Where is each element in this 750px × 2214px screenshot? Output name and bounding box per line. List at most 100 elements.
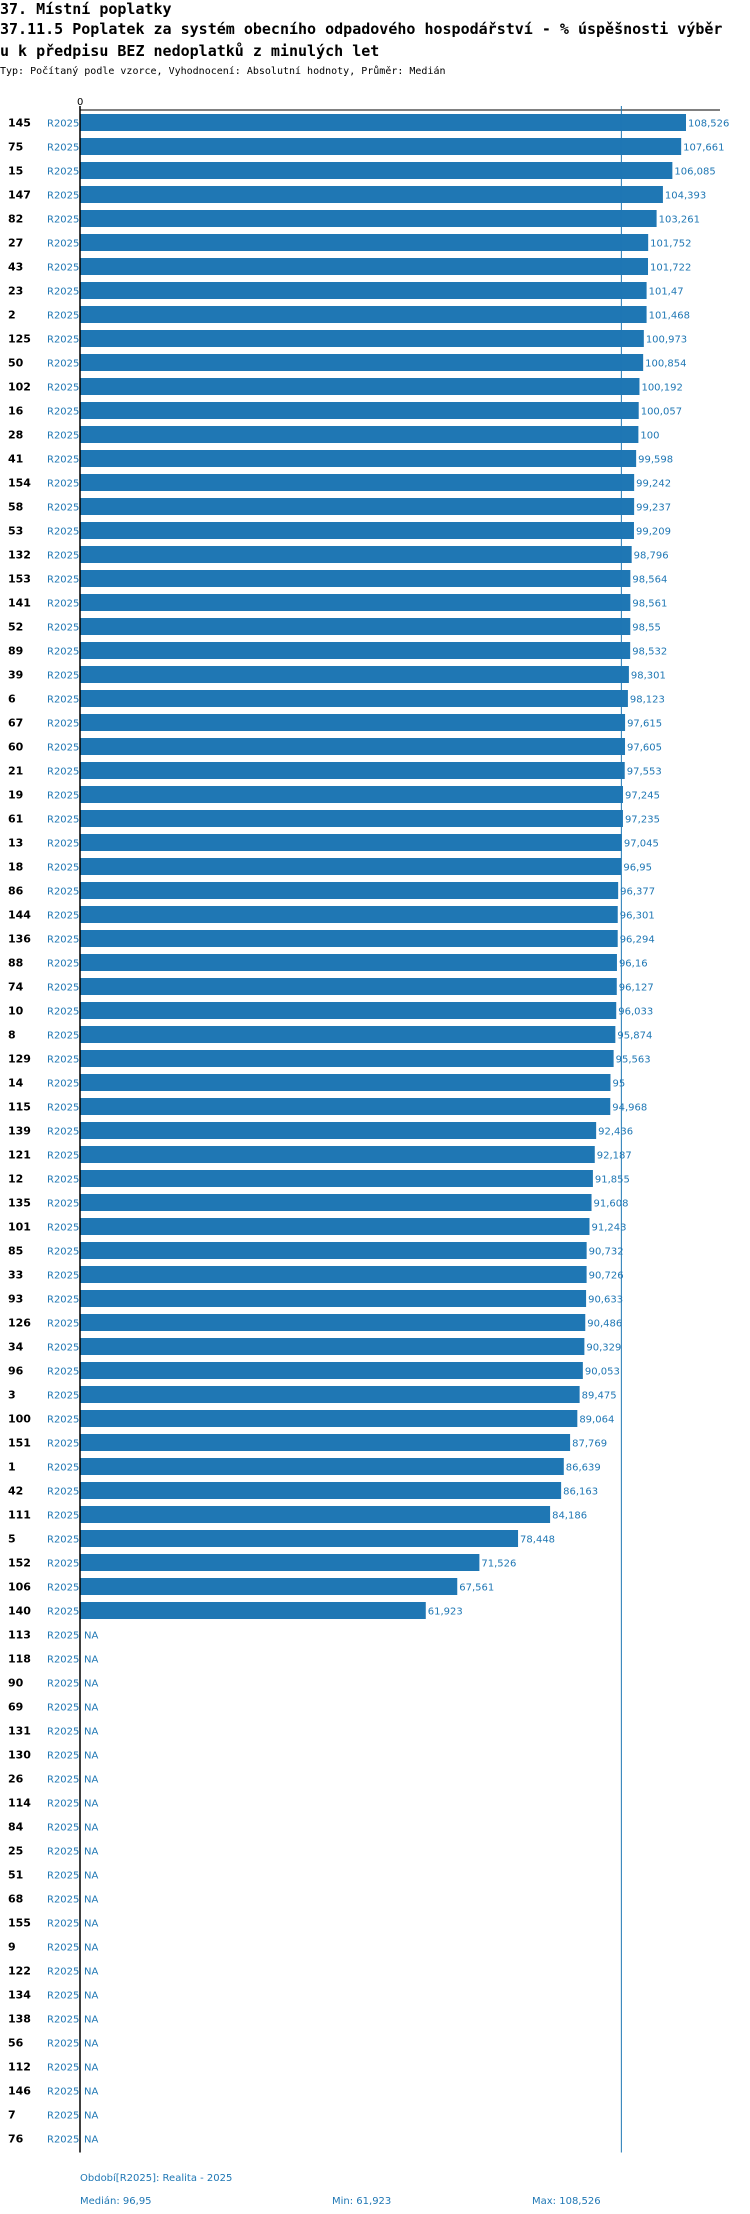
bar	[80, 258, 649, 275]
row-id-label: 125	[8, 333, 31, 346]
bar-value-label: 101,722	[650, 263, 691, 274]
row-period-label: R2025	[47, 575, 79, 586]
row-id-label: 26	[8, 1773, 24, 1786]
bar	[80, 282, 647, 299]
row-period-label: R2025	[47, 767, 79, 778]
bar	[80, 186, 663, 203]
bar	[80, 786, 624, 803]
bar-value-label: 86,639	[566, 1463, 601, 1474]
row-period-label: R2025	[47, 1535, 79, 1546]
bar-value-label: 92,436	[598, 1127, 633, 1138]
row-id-label: 68	[8, 1893, 23, 1906]
bar-value-label: 94,968	[612, 1103, 647, 1114]
row-id-label: 102	[8, 381, 31, 394]
bar-value-label: 98,564	[632, 575, 667, 586]
row-period-label: R2025	[47, 1031, 79, 1042]
bar-na-label: NA	[84, 1799, 98, 1810]
row-id-label: 114	[8, 1797, 31, 1810]
row-id-label: 41	[8, 453, 23, 466]
row-period-label: R2025	[47, 2135, 79, 2146]
bar	[80, 762, 625, 779]
row-id-label: 84	[8, 1821, 24, 1834]
row-id-label: 43	[8, 261, 23, 274]
bar-na-label: NA	[84, 1751, 98, 1762]
row-period-label: R2025	[47, 1367, 79, 1378]
bar	[80, 906, 618, 923]
row-id-label: 53	[8, 525, 23, 538]
row-id-label: 130	[8, 1749, 31, 1762]
row-period-label: R2025	[47, 935, 79, 946]
row-id-label: 34	[8, 1341, 24, 1354]
bar-value-label: 98,55	[632, 623, 661, 634]
bar-value-label: 87,769	[572, 1439, 607, 1450]
row-id-label: 152	[8, 1557, 31, 1570]
bar-value-label: 90,726	[589, 1271, 624, 1282]
row-id-label: 115	[8, 1101, 31, 1114]
row-id-label: 76	[8, 2133, 24, 2146]
bar-value-label: 89,475	[582, 1391, 617, 1402]
bar-value-label: 78,448	[520, 1535, 555, 1546]
row-id-label: 154	[8, 477, 31, 490]
row-id-label: 132	[8, 549, 31, 562]
row-id-label: 151	[8, 1437, 31, 1450]
row-id-label: 88	[8, 957, 23, 970]
row-period-label: R2025	[47, 1559, 79, 1570]
bar-value-label: 99,598	[638, 455, 673, 466]
bar	[80, 1362, 583, 1379]
bar-value-label: 96,033	[618, 1007, 653, 1018]
bar	[80, 1554, 480, 1571]
bar-na-label: NA	[84, 1823, 98, 1834]
row-id-label: 153	[8, 573, 31, 586]
axis-layer: 0	[77, 97, 720, 2153]
bar-value-label: 96,16	[619, 959, 648, 970]
row-id-label: 129	[8, 1053, 31, 1066]
row-id-label: 75	[8, 141, 23, 154]
bar	[80, 1242, 587, 1259]
bar	[80, 570, 631, 587]
row-period-label: R2025	[47, 287, 79, 298]
bar	[80, 1338, 585, 1355]
row-id-label: 134	[8, 1989, 31, 2002]
chart-title-line1: 37. Místní poplatky	[0, 0, 172, 18]
row-id-label: 56	[8, 2037, 24, 2050]
bar-value-label: 100	[640, 431, 659, 442]
bar-na-label: NA	[84, 2111, 98, 2122]
bar-value-label: 107,661	[683, 143, 724, 154]
row-period-label: R2025	[47, 1487, 79, 1498]
bar-value-label: 97,245	[625, 791, 660, 802]
row-period-label: R2025	[47, 1991, 79, 2002]
row-id-label: 111	[8, 1509, 31, 1522]
row-period-label: R2025	[47, 1751, 79, 1762]
bar-na-label: NA	[84, 1775, 98, 1786]
row-id-label: 138	[8, 2013, 31, 2026]
row-period-label: R2025	[47, 1511, 79, 1522]
row-period-label: R2025	[47, 623, 79, 634]
row-period-label: R2025	[47, 1295, 79, 1306]
bar-value-label: 67,561	[459, 1583, 494, 1594]
bar-value-label: 90,732	[589, 1247, 624, 1258]
row-id-label: 1	[8, 1461, 16, 1474]
bar-value-label: 90,486	[587, 1319, 622, 1330]
row-period-label: R2025	[47, 1895, 79, 1906]
row-period-label: R2025	[47, 167, 79, 178]
bar	[80, 162, 673, 179]
row-period-label: R2025	[47, 1679, 79, 1690]
bar	[80, 378, 640, 395]
row-id-label: 6	[8, 693, 16, 706]
row-period-label: R2025	[47, 191, 79, 202]
bar-value-label: 91,608	[594, 1199, 629, 1210]
row-id-label: 106	[8, 1581, 31, 1594]
row-id-label: 86	[8, 885, 24, 898]
footer-min: Min: 61,923	[332, 2196, 391, 2207]
row-period-label: R2025	[47, 1967, 79, 1978]
row-period-label: R2025	[47, 1943, 79, 1954]
row-period-label: R2025	[47, 1247, 79, 1258]
row-period-label: R2025	[47, 743, 79, 754]
row-period-label: R2025	[47, 863, 79, 874]
bar	[80, 210, 657, 227]
row-id-label: 146	[8, 2085, 31, 2098]
chart-subtitle: Typ: Počítaný podle vzorce, Vyhodnocení:…	[0, 66, 446, 77]
bar	[80, 690, 628, 707]
